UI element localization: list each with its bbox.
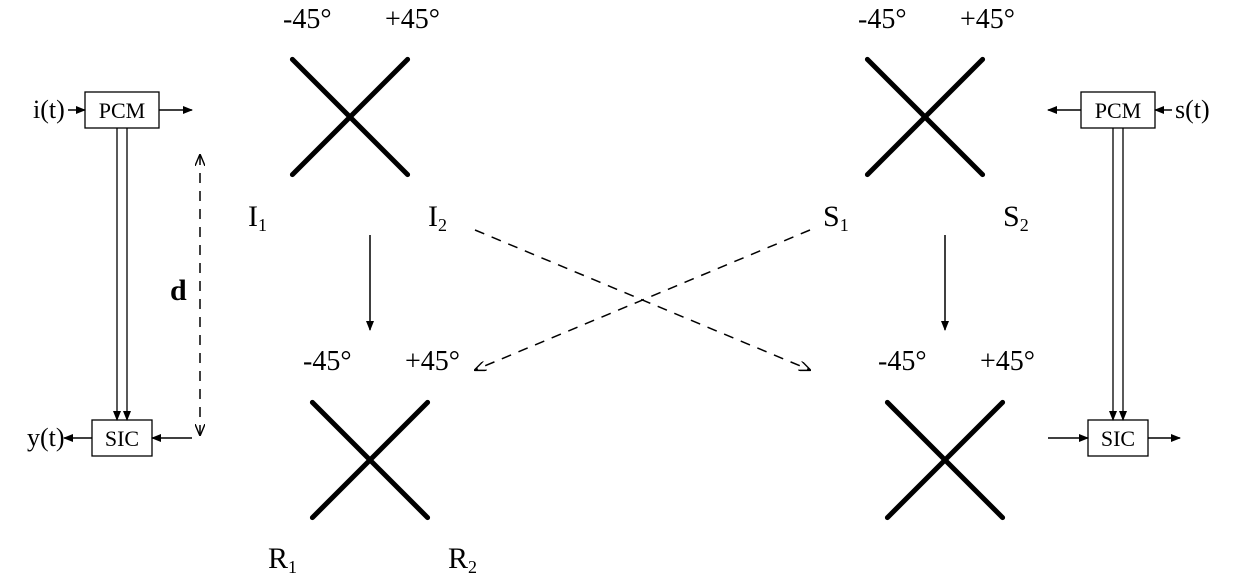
- pcm-to-sic-left-lines: [117, 128, 127, 420]
- diagram-layer: -45° +45° -45° +45° -45° +45° -45° +45° I1 I2 S1 S2…: [27, 4, 1210, 577]
- distance-label: d: [170, 274, 187, 307]
- sic-right-box-label: SIC: [1101, 426, 1135, 451]
- angle-label: +45°: [980, 346, 1035, 377]
- pcm-right-box: PCM: [1081, 92, 1155, 128]
- pcm-left-box: PCM: [85, 92, 159, 128]
- port-label-R1: R1: [268, 542, 297, 577]
- angle-label: +45°: [385, 4, 440, 35]
- angle-label: +45°: [960, 4, 1015, 35]
- sic-left-box: SIC: [92, 420, 152, 456]
- angle-label: -45°: [283, 4, 332, 35]
- port-label-S1: S1: [823, 200, 849, 235]
- angle-label: +45°: [405, 346, 460, 377]
- antenna-S: [867, 59, 982, 174]
- pcm-to-sic-right-lines: [1113, 128, 1123, 420]
- antenna-R: [312, 402, 427, 517]
- port-label-S2: S2: [1003, 200, 1029, 235]
- port-label-I2: I2: [428, 200, 447, 235]
- angle-label: -45°: [878, 346, 927, 377]
- sic-left-box-label: SIC: [105, 426, 139, 451]
- port-label-R2: R2: [448, 542, 477, 577]
- signal-y: y(t): [27, 423, 65, 452]
- pcm-left-box-label: PCM: [99, 98, 145, 123]
- diagram-canvas: -45° +45° -45° +45° -45° +45° -45° +45° I1 I2 S1 S2…: [0, 0, 1240, 581]
- port-label-I1: I1: [248, 200, 267, 235]
- sic-right-box: SIC: [1088, 420, 1148, 456]
- signal-i: i(t): [33, 95, 65, 124]
- signal-s: s(t): [1175, 95, 1210, 124]
- angle-label: -45°: [303, 346, 352, 377]
- antenna-I: [292, 59, 407, 174]
- angle-label: -45°: [858, 4, 907, 35]
- antenna-bottom-right: [887, 402, 1002, 517]
- pcm-right-box-label: PCM: [1095, 98, 1141, 123]
